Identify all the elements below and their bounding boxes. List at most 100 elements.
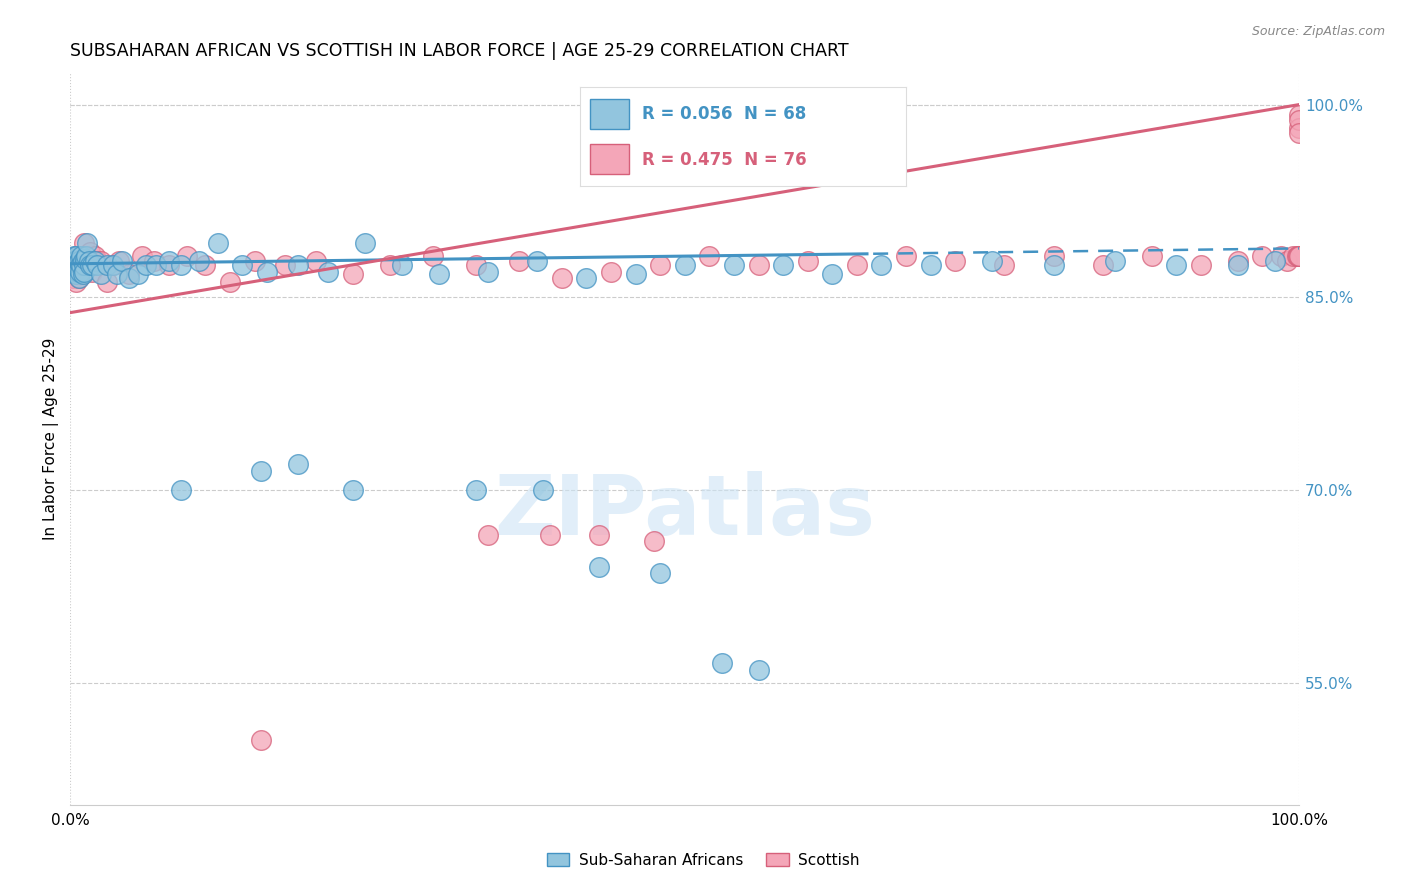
Point (118, 271, 141, 285)
Point (73, 252, 96, 266)
Point (249, 464, 271, 478)
Point (83, 254, 105, 268)
Point (650, 258, 672, 272)
Point (1270, 249, 1292, 263)
Point (845, 258, 868, 272)
Point (1264, 254, 1286, 268)
Point (427, 267, 450, 281)
Point (526, 254, 548, 268)
Point (391, 258, 413, 272)
Point (65, 249, 87, 263)
Text: SUBSAHARAN AFRICAN VS SCOTTISH IN LABOR FORCE | AGE 25-29 CORRELATION CHART: SUBSAHARAN AFRICAN VS SCOTTISH IN LABOR … (70, 42, 849, 60)
Point (981, 254, 1004, 268)
Point (72, 267, 94, 281)
Point (72, 267, 94, 281)
Point (66, 258, 89, 272)
Point (508, 254, 530, 268)
Point (256, 264, 278, 278)
Point (249, 733, 271, 747)
Point (62, 254, 84, 268)
Point (67, 271, 90, 285)
Point (75, 249, 97, 263)
Point (96, 275, 118, 289)
Point (69, 258, 91, 272)
Point (993, 258, 1015, 272)
Point (79, 258, 101, 272)
Point (1091, 258, 1114, 272)
Point (86, 258, 108, 272)
Point (821, 267, 844, 281)
Point (870, 258, 893, 272)
Point (354, 236, 377, 251)
Point (65, 258, 87, 272)
Point (63, 267, 86, 281)
Point (772, 258, 794, 272)
Point (63, 258, 86, 272)
Point (1251, 249, 1274, 263)
Point (127, 267, 149, 281)
Point (538, 528, 561, 542)
Point (142, 254, 165, 268)
Point (83, 249, 105, 263)
Point (103, 258, 125, 272)
Point (76, 249, 98, 263)
Point (170, 483, 193, 497)
Point (65, 267, 87, 281)
Point (145, 258, 167, 272)
Point (1275, 254, 1298, 268)
Point (70, 258, 93, 272)
Point (1042, 258, 1064, 272)
Point (188, 254, 211, 268)
Point (67, 271, 90, 285)
Point (60, 254, 83, 268)
Point (1288, 108, 1310, 122)
Point (70, 258, 93, 272)
Point (600, 264, 623, 278)
Point (943, 254, 966, 268)
Point (157, 254, 180, 268)
Point (1288, 120, 1310, 135)
Point (62, 258, 84, 272)
Point (77, 254, 100, 268)
Point (76, 236, 98, 251)
Point (96, 258, 118, 272)
Point (305, 254, 328, 268)
Point (118, 267, 141, 281)
Point (60, 252, 83, 266)
Point (63, 264, 86, 278)
Point (1166, 258, 1188, 272)
Point (287, 457, 309, 471)
Point (63, 252, 86, 266)
Point (588, 528, 610, 542)
Point (86, 254, 108, 268)
Text: ZIPatlas: ZIPatlas (495, 471, 876, 552)
Point (72, 254, 94, 268)
Point (103, 258, 125, 272)
Point (1104, 254, 1126, 268)
Point (723, 258, 745, 272)
Point (378, 258, 401, 272)
Point (69, 249, 91, 263)
Point (1140, 249, 1163, 263)
Point (699, 249, 721, 263)
Point (464, 258, 486, 272)
Point (135, 258, 157, 272)
Y-axis label: In Labor Force | Age 25-29: In Labor Force | Age 25-29 (44, 337, 59, 540)
Point (73, 264, 96, 278)
Point (65, 249, 87, 263)
Point (79, 245, 101, 260)
Point (70, 264, 93, 278)
Point (62, 271, 84, 285)
Point (624, 267, 647, 281)
Point (533, 483, 555, 497)
Point (673, 258, 696, 272)
Point (710, 657, 733, 671)
Point (643, 534, 665, 549)
Point (69, 258, 91, 272)
Point (63, 249, 86, 263)
Point (66, 264, 89, 278)
Point (66, 264, 89, 278)
Point (1288, 112, 1310, 127)
Point (1286, 249, 1309, 263)
Point (1285, 249, 1308, 263)
